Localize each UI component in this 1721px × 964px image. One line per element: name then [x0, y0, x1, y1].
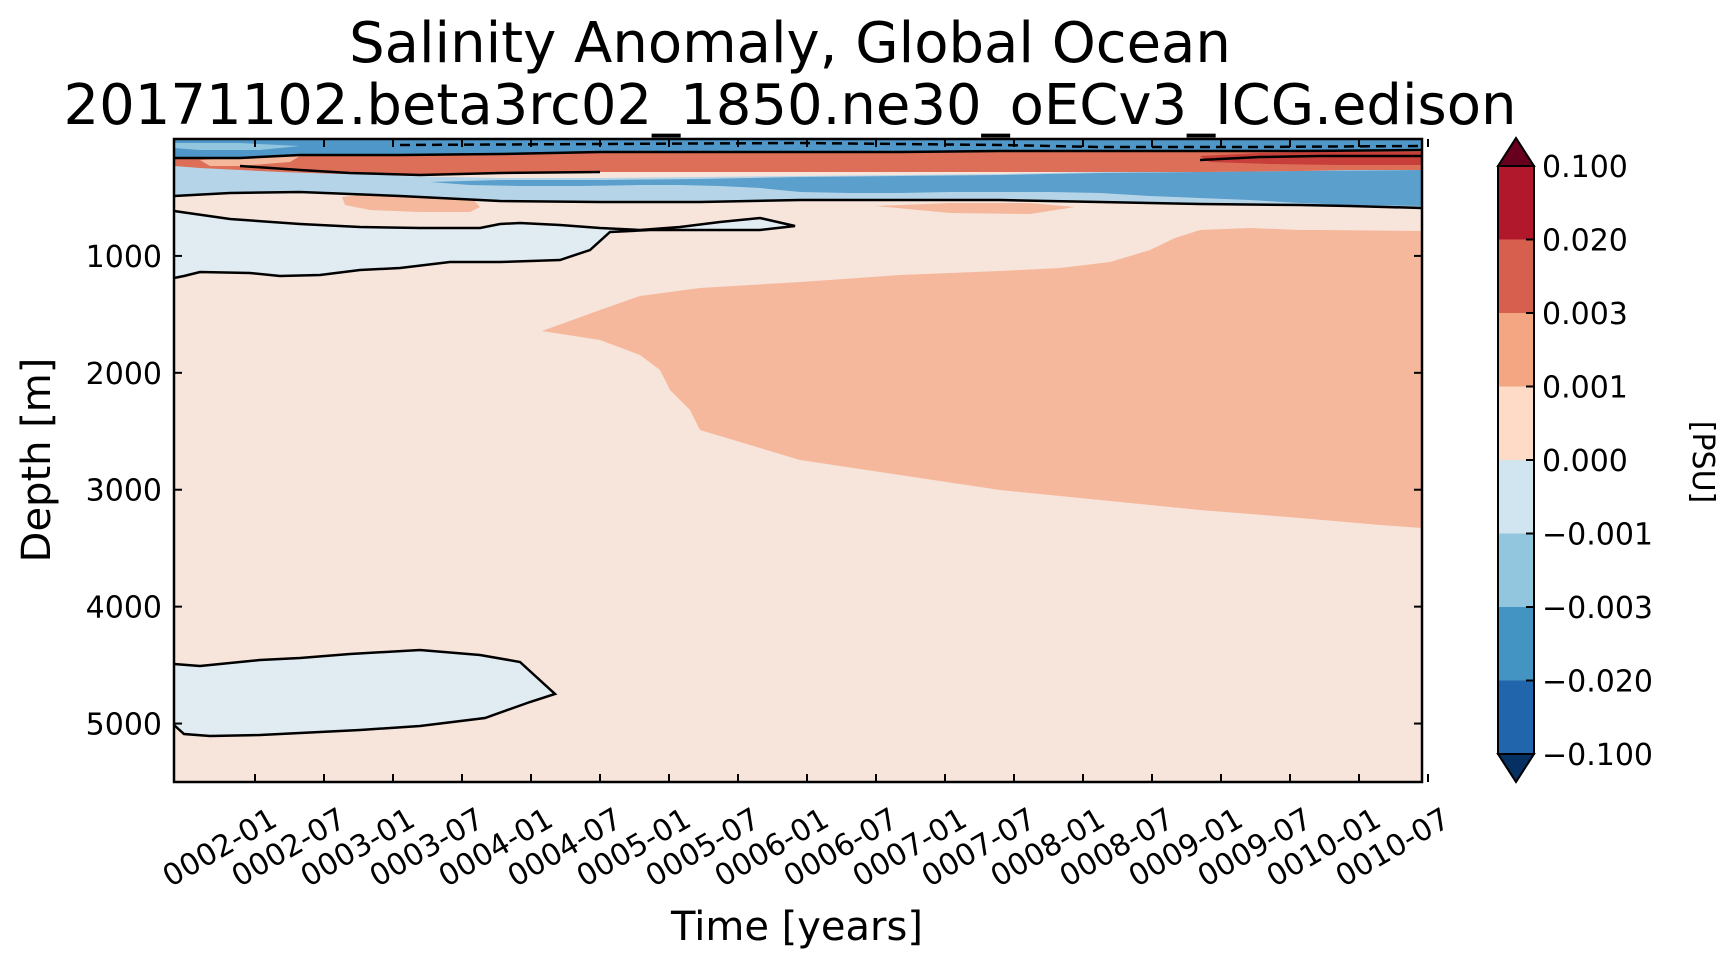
colorbar-segment [1498, 607, 1534, 681]
contour-region-positive-patch-2 [875, 203, 1075, 214]
contour-line-6 [239, 164, 601, 177]
y-axis: 1000 2000 3000 4000 5000 [86, 240, 1422, 743]
colorbar-tick-label: −0.020 [1542, 665, 1653, 700]
contour-region-negative-band-medium [430, 170, 1422, 206]
y-tick-label: 5000 [86, 708, 162, 743]
y-tick-label: 2000 [86, 357, 162, 392]
colorbar-tick-label: 0.000 [1542, 444, 1628, 479]
colorbar-label: [PSU] [1685, 421, 1720, 504]
colorbar-tick-label: −0.003 [1542, 591, 1653, 626]
contour-region-negative-deep [174, 650, 555, 736]
colorbar-tick-label: −0.100 [1542, 738, 1653, 773]
colorbar-segment [1498, 680, 1534, 755]
y-tick-label: 4000 [86, 591, 162, 626]
colorbar-tick-label: −0.001 [1542, 518, 1653, 553]
colorbar-tick-label: 0.001 [1542, 371, 1628, 406]
contour-line-1 [173, 190, 1423, 210]
colorbar-tick-label: 0.003 [1542, 297, 1628, 332]
contour-line-4 [174, 148, 1423, 160]
y-axis-label: Depth [m] [14, 358, 60, 563]
colorbar-segment [1498, 533, 1534, 608]
contour-line-3 [173, 648, 558, 738]
colorbar-segment [1498, 239, 1534, 314]
chart-title: Salinity Anomaly, Global Ocean [349, 11, 1231, 76]
colorbar-segment [1498, 166, 1534, 240]
colorbar-segment [1498, 460, 1534, 534]
y-tick-label: 3000 [86, 474, 162, 509]
colorbar-segment [1498, 386, 1534, 461]
plot-area [172, 137, 1424, 784]
x-axis-label: Time [years] [670, 904, 923, 950]
colorbar-extend-max [1496, 136, 1536, 167]
colorbar-extend-min [1496, 753, 1536, 784]
contour-region-positive-deep [542, 228, 1422, 528]
colorbar-segment [1498, 313, 1534, 387]
colorbar-tick-label: 0.020 [1542, 224, 1628, 259]
plot-frame [172, 137, 1424, 784]
chart-subtitle: 20171102.beta3rc02_1850.ne30_oECv3_ICG.e… [64, 73, 1517, 138]
contour-line-5 [1199, 154, 1422, 162]
colorbar: 0.100 0.020 0.003 0.001 0.000 −0.001 −0.003 −0.… [1496, 136, 1653, 784]
colorbar-tick-label: 0.100 [1542, 150, 1628, 185]
contour-region-positive-band [174, 150, 1422, 175]
contour-region-negative-surface-light [174, 143, 300, 150]
contour-region-negative-upper [174, 211, 795, 278]
contour-lines [173, 141, 1423, 738]
contour-line-2 [173, 209, 796, 280]
y-tick-label: 1000 [86, 240, 162, 275]
